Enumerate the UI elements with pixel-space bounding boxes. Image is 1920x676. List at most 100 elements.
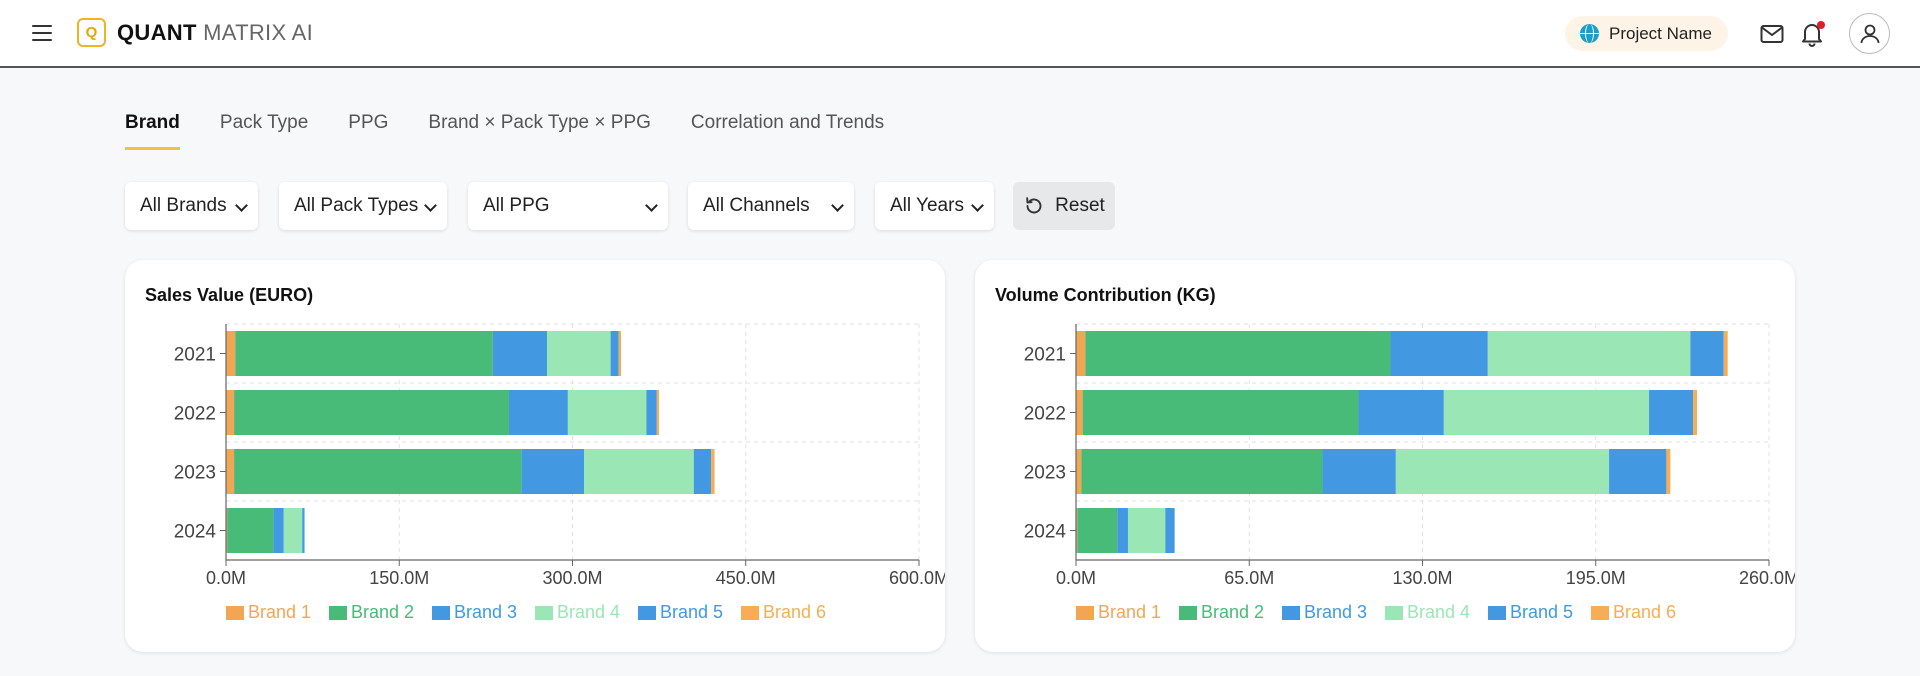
bar-brand-6-2023 xyxy=(1666,449,1671,494)
bar-brand-3-2023 xyxy=(1322,449,1396,494)
legend-label: Brand 2 xyxy=(1201,602,1264,622)
y-tick-label: 2023 xyxy=(174,463,216,484)
bar-brand-3-2023 xyxy=(521,449,585,494)
chevron-down-icon xyxy=(645,199,658,212)
x-tick-label: 600.0M xyxy=(889,568,945,588)
bar-brand-1-2022 xyxy=(226,390,235,435)
x-tick-label: 0.0M xyxy=(1056,568,1096,588)
bar-brand-4-2024 xyxy=(1127,508,1166,553)
user-avatar-icon[interactable] xyxy=(1849,13,1890,54)
legend-label: Brand 6 xyxy=(1613,602,1676,622)
notification-bell-icon[interactable] xyxy=(1799,21,1825,47)
mail-icon[interactable] xyxy=(1759,21,1785,47)
x-tick-label: 450.0M xyxy=(716,568,776,588)
bar-brand-4-2021 xyxy=(547,331,611,376)
y-tick-label: 2021 xyxy=(1024,345,1066,366)
bar-brand-2-2024 xyxy=(227,508,274,553)
legend-swatch-brand-5 xyxy=(1488,606,1506,620)
sales-value-title: Sales Value (EURO) xyxy=(145,285,314,305)
ppg-filter-value: All PPG xyxy=(483,195,550,216)
legend-swatch-brand-3 xyxy=(1282,606,1300,620)
bar-brand-2-2021 xyxy=(1085,331,1391,376)
volume-contribution-chart: 2021 2022 2023 2024 0.0M 65.0M 130.0M 195.0M 260… xyxy=(1024,323,1795,622)
bar-brand-4-2021 xyxy=(1487,331,1691,376)
bar-brand-6-2023 xyxy=(711,449,715,494)
tab-bar: Brand Pack Type PPG Brand × Pack Type × … xyxy=(125,112,924,150)
legend-label: Brand 2 xyxy=(351,602,414,622)
hamburger-menu-icon[interactable] xyxy=(30,20,56,46)
logo-icon: Q xyxy=(77,18,106,47)
bar-brand-6-2022 xyxy=(1693,390,1698,435)
legend-label: Brand 3 xyxy=(1304,602,1367,622)
bar-brand-5-2021 xyxy=(610,331,619,376)
bar-brand-3-2024 xyxy=(273,508,284,553)
bar-brand-2-2022 xyxy=(1082,390,1359,435)
project-name: Project Name xyxy=(1609,23,1712,43)
bar-brand-2-2023 xyxy=(234,449,522,494)
legend-swatch-brand-4 xyxy=(535,606,553,620)
bar-brand-1-2023 xyxy=(1076,449,1082,494)
bar-brand-1-2021 xyxy=(226,331,236,376)
bar-brand-2-2023 xyxy=(1081,449,1323,494)
bar-brand-2-2022 xyxy=(234,390,509,435)
legend-label: Brand 5 xyxy=(1510,602,1573,622)
brand-filter-select[interactable]: All Brands xyxy=(125,182,258,230)
reset-icon xyxy=(1026,197,1042,214)
bar-brand-5-2024 xyxy=(1165,508,1175,553)
bar-brand-5-2022 xyxy=(1649,390,1694,435)
app-title-light: MATRIX AI xyxy=(203,20,314,45)
tab-pack-type[interactable]: Pack Type xyxy=(219,112,309,133)
bar-brand-1-2022 xyxy=(1076,390,1083,435)
bar-brand-5-2022 xyxy=(646,390,657,435)
volume-contribution-card: Volume Contribution (KG) 2021 2022 2023 202… xyxy=(975,260,1795,652)
sales-value-chart: 2021 2022 2023 2024 0.0M 150.0M 300.0M 450.0M 60… xyxy=(174,323,945,622)
y-tick-label: 2022 xyxy=(1024,404,1066,425)
legend-swatch-brand-2 xyxy=(329,606,347,620)
ppg-filter-select[interactable]: All PPG xyxy=(468,182,668,230)
project-selector[interactable]: Project Name xyxy=(1565,16,1728,51)
tab-ppg[interactable]: PPG xyxy=(348,112,389,133)
bar-brand-1-2023 xyxy=(226,449,235,494)
pack-type-filter-select[interactable]: All Pack Types xyxy=(279,182,447,230)
globe-icon xyxy=(1580,24,1599,43)
reset-button[interactable]: Reset xyxy=(1013,182,1115,230)
channel-filter-select[interactable]: All Channels xyxy=(688,182,854,230)
bar-brand-4-2022 xyxy=(567,390,647,435)
legend-swatch-brand-3 xyxy=(432,606,450,620)
x-tick-label: 195.0M xyxy=(1566,568,1626,588)
y-tick-label: 2021 xyxy=(174,345,216,366)
y-tick-label: 2022 xyxy=(174,404,216,425)
bar-brand-5-2021 xyxy=(1690,331,1724,376)
legend-label: Brand 1 xyxy=(1098,602,1161,622)
legend-swatch-brand-5 xyxy=(638,606,656,620)
bar-brand-5-2023 xyxy=(1609,449,1667,494)
notification-badge xyxy=(1817,21,1825,29)
legend-swatch-brand-2 xyxy=(1179,606,1197,620)
x-tick-label: 0.0M xyxy=(206,568,246,588)
bar-brand-3-2021 xyxy=(492,331,548,376)
sales-value-card: Sales Value (EURO) 2021 2022 2023 2024 0.0M 1… xyxy=(125,260,945,652)
x-tick-label: 260.0M xyxy=(1739,568,1795,588)
bar-brand-3-2021 xyxy=(1390,331,1488,376)
bar-brand-4-2024 xyxy=(283,508,303,553)
chevron-down-icon xyxy=(971,199,984,212)
chevron-down-icon xyxy=(235,199,248,212)
brand-filter-value: All Brands xyxy=(140,195,227,216)
legend-swatch-brand-6 xyxy=(1591,606,1609,620)
bar-brand-2-2021 xyxy=(235,331,493,376)
bar-brand-5-2024 xyxy=(302,508,305,553)
tab-correlation-trends[interactable]: Correlation and Trends xyxy=(690,112,885,133)
chevron-down-icon xyxy=(831,199,844,212)
logo-letter: Q xyxy=(85,24,98,41)
y-tick-label: 2024 xyxy=(174,522,217,543)
app-title: QUANT MATRIX AI xyxy=(117,20,313,46)
year-filter-select[interactable]: All Years xyxy=(875,182,994,230)
bar-brand-4-2022 xyxy=(1443,390,1650,435)
bar-brand-1-2024 xyxy=(1076,508,1078,553)
tab-brand[interactable]: Brand xyxy=(125,112,180,150)
tab-brand-pack-ppg[interactable]: Brand × Pack Type × PPG xyxy=(428,112,651,133)
legend-label: Brand 4 xyxy=(1407,602,1470,622)
bar-brand-6-2021 xyxy=(1723,331,1728,376)
bar-brand-4-2023 xyxy=(1395,449,1610,494)
volume-contribution-title: Volume Contribution (KG) xyxy=(995,285,1216,305)
